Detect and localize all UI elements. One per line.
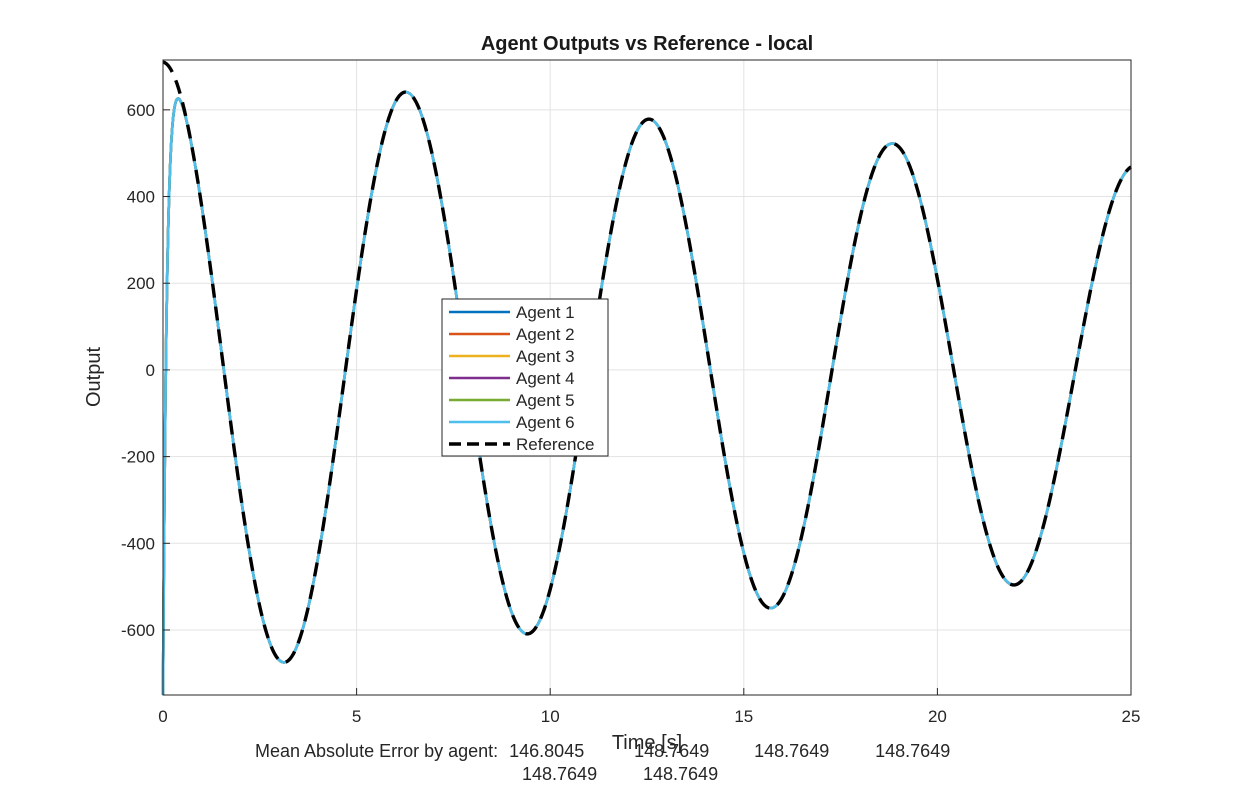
y-tick-label: -400 <box>121 534 155 553</box>
mae-value-agent-1: 146.8045 <box>509 741 585 761</box>
y-tick-label: -600 <box>121 621 155 640</box>
y-tick-label: 0 <box>146 361 155 380</box>
x-tick-label: 10 <box>541 707 560 726</box>
y-tick-label: 200 <box>127 274 155 293</box>
y-tick-label: 400 <box>127 188 155 207</box>
plot-area <box>163 60 1131 695</box>
legend-label: Agent 1 <box>516 303 575 322</box>
chart-title: Agent Outputs vs Reference - local <box>481 33 813 55</box>
mae-line-2: 148.7649 148.7649 <box>522 764 718 785</box>
legend-label: Agent 6 <box>516 413 575 432</box>
x-tick-label: 20 <box>928 707 947 726</box>
mae-value-agent-4: 148.7649 <box>875 741 951 761</box>
grid <box>163 60 1131 695</box>
axis-ticks: 0 5 10 15 20 25 -600 -400 -200 0 200 400 600 <box>121 101 1140 726</box>
reference-line <box>162 60 1132 665</box>
x-axis-label: Time [s] <box>612 732 682 754</box>
mae-label: Mean Absolute Error by agent: <box>255 741 499 761</box>
mae-value-agent-6: 148.7649 <box>643 764 719 784</box>
mae-line-1: Mean Absolute Error by agent: 146.8045 148… <box>255 741 950 762</box>
y-tick-label: -200 <box>121 448 155 467</box>
legend-label: Agent 3 <box>516 347 575 366</box>
x-tick-label: 25 <box>1122 707 1141 726</box>
mae-value-agent-5: 148.7649 <box>522 764 598 784</box>
x-tick-label: 0 <box>158 707 167 726</box>
mae-value-agent-2: 148.7649 <box>634 741 710 761</box>
y-axis-label: Output <box>83 347 105 407</box>
legend: Agent 1 Agent 2 Agent 3 Agent 4 Agent 5 Agent… <box>441 298 609 457</box>
plot-frame <box>162 59 1132 696</box>
legend-label: Agent 4 <box>516 369 575 388</box>
x-tick-label: 5 <box>352 707 361 726</box>
legend-label: Agent 2 <box>516 325 575 344</box>
mae-value-agent-3: 148.7649 <box>754 741 830 761</box>
series-lines <box>161 60 1132 696</box>
legend-label: Reference <box>516 435 594 454</box>
x-tick-label: 15 <box>734 707 753 726</box>
y-tick-label: 600 <box>127 101 155 120</box>
legend-label: Agent 5 <box>516 391 575 410</box>
